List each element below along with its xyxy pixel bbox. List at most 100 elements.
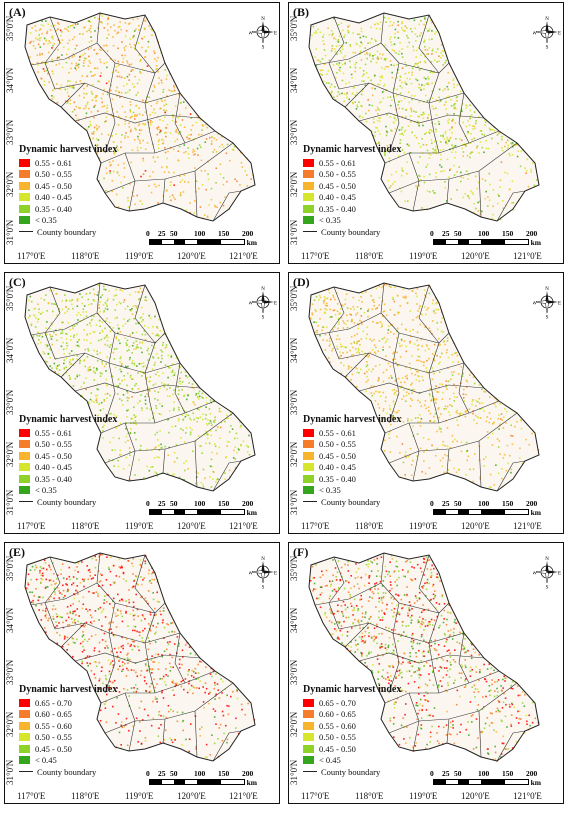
legend-label: 0.45 - 0.50 bbox=[35, 450, 72, 461]
legend-item: 0.50 - 0.55 bbox=[303, 439, 401, 451]
legend-label: 0.45 - 0.50 bbox=[35, 743, 72, 754]
legend-label: 0.55 - 0.61 bbox=[319, 427, 356, 438]
province-map bbox=[24, 12, 256, 222]
legend-swatch bbox=[303, 158, 314, 167]
north-arrow-icon: N S W E bbox=[249, 287, 277, 319]
longitude-label: 121°0'E bbox=[513, 791, 542, 801]
scale-label: 200 bbox=[526, 229, 538, 238]
svg-text:W: W bbox=[249, 32, 253, 37]
legend-item: 0.50 - 0.55 bbox=[303, 169, 401, 181]
legend-item: 0.35 - 0.40 bbox=[19, 473, 117, 485]
legend-swatch bbox=[19, 721, 30, 730]
scale-bar: 0 25 50 100 150 200 km bbox=[430, 769, 541, 787]
legend-label: 0.50 - 0.55 bbox=[319, 732, 356, 743]
map-panel-a: (A) 35°0'N 34°0'N 33°0'N 32°0'N 31°0'N 117°0'E… bbox=[4, 2, 280, 264]
legend-label: 0.50 - 0.55 bbox=[35, 169, 72, 180]
legend: Dynamic harvest index 0.55 - 0.61 0.50 - 0… bbox=[19, 414, 117, 508]
panel-label: (E) bbox=[9, 545, 25, 559]
latitude-label: 32°0'N bbox=[5, 171, 15, 197]
legend-label: < 0.35 bbox=[319, 485, 341, 496]
legend-swatch bbox=[19, 698, 30, 707]
legend-swatch bbox=[303, 733, 314, 742]
scale-label: 0 bbox=[430, 499, 434, 508]
scale-label: 200 bbox=[242, 499, 254, 508]
svg-text:E: E bbox=[274, 32, 277, 37]
legend-item: 0.65 - 0.70 bbox=[19, 697, 117, 709]
longitude-label: 117°0'E bbox=[17, 521, 46, 531]
latitude-label: 34°0'N bbox=[289, 607, 299, 633]
longitude-label: 117°0'E bbox=[17, 791, 46, 801]
legend-item: 0.60 - 0.65 bbox=[303, 709, 401, 721]
svg-text:W: W bbox=[249, 302, 253, 307]
latitude-label: 31°0'N bbox=[289, 759, 299, 785]
raster-pixels bbox=[25, 553, 256, 759]
scale-label: 50 bbox=[454, 769, 462, 778]
longitude-label: 121°0'E bbox=[229, 791, 258, 801]
legend-swatch bbox=[19, 463, 30, 472]
legend-label: 0.35 - 0.40 bbox=[319, 203, 356, 214]
legend: Dynamic harvest index 0.65 - 0.70 0.60 - 0… bbox=[303, 684, 401, 778]
legend-label: 0.50 - 0.55 bbox=[319, 439, 356, 450]
legend-swatch bbox=[303, 170, 314, 179]
legend-label: 0.45 - 0.50 bbox=[35, 180, 72, 191]
legend-item: 0.45 - 0.50 bbox=[303, 450, 401, 462]
svg-text:N: N bbox=[545, 287, 549, 292]
latitude-label: 33°0'N bbox=[289, 389, 299, 415]
latitude-label: 34°0'N bbox=[5, 337, 15, 363]
scale-label: 25 bbox=[158, 769, 166, 778]
legend-label: 0.60 - 0.65 bbox=[319, 709, 356, 720]
svg-text:N: N bbox=[261, 557, 265, 562]
scale-label: 200 bbox=[242, 769, 254, 778]
scale-bar: 0 25 50 100 150 200 km bbox=[146, 499, 257, 517]
legend-swatch bbox=[19, 744, 30, 753]
legend-item: < 0.35 bbox=[19, 485, 117, 497]
latitude-label: 32°0'N bbox=[289, 441, 299, 467]
legend-swatch bbox=[19, 181, 30, 190]
legend-item: 0.55 - 0.61 bbox=[19, 157, 117, 169]
legend-label: < 0.35 bbox=[319, 215, 341, 226]
legend-label: 0.35 - 0.40 bbox=[35, 473, 72, 484]
legend-label: 0.40 - 0.45 bbox=[35, 462, 72, 473]
legend-label: 0.35 - 0.40 bbox=[35, 203, 72, 214]
panel-label: (D) bbox=[293, 275, 310, 289]
legend-label: County boundary bbox=[321, 496, 381, 507]
svg-text:N: N bbox=[545, 17, 549, 22]
legend-item-boundary: County boundary bbox=[19, 766, 117, 778]
legend-title: Dynamic harvest index bbox=[19, 684, 118, 695]
svg-text:S: S bbox=[262, 46, 265, 50]
longitude-label: 120°0'E bbox=[461, 791, 490, 801]
latitude-label: 34°0'N bbox=[5, 67, 15, 93]
legend-swatch bbox=[19, 733, 30, 742]
legend-item: 0.35 - 0.40 bbox=[19, 203, 117, 215]
legend-label: County boundary bbox=[37, 496, 97, 507]
legend-swatch bbox=[19, 158, 30, 167]
legend-swatch bbox=[303, 463, 314, 472]
legend-swatch bbox=[19, 451, 30, 460]
map-panel-f: (F) 35°0'N 34°0'N 33°0'N 32°0'N 31°0'N 117°0'E… bbox=[288, 542, 564, 804]
latitude-label: 31°0'N bbox=[5, 759, 15, 785]
legend-label: 0.50 - 0.55 bbox=[35, 732, 72, 743]
longitude-label: 117°0'E bbox=[301, 791, 330, 801]
scale-label: 50 bbox=[454, 499, 462, 508]
legend-swatch bbox=[303, 486, 314, 495]
legend-label: 0.50 - 0.55 bbox=[35, 439, 72, 450]
legend-item: 0.45 - 0.50 bbox=[19, 743, 117, 755]
legend-swatch bbox=[19, 440, 30, 449]
scale-label: 0 bbox=[430, 229, 434, 238]
legend-label: < 0.45 bbox=[35, 755, 57, 766]
scale-bar: 0 25 50 100 150 200 km bbox=[430, 229, 541, 247]
province-boundary bbox=[24, 12, 256, 222]
map-panel-b: (B) 35°0'N 34°0'N 33°0'N 32°0'N 31°0'N 117°0'E… bbox=[288, 2, 564, 264]
longitude-label: 118°0'E bbox=[71, 521, 100, 531]
longitude-label: 120°0'E bbox=[177, 791, 206, 801]
latitude-label: 31°0'N bbox=[5, 219, 15, 245]
latitude-label: 35°0'N bbox=[5, 15, 15, 41]
north-arrow-icon: N S W E bbox=[249, 557, 277, 589]
legend: Dynamic harvest index 0.55 - 0.61 0.50 - 0… bbox=[19, 144, 117, 238]
scale-label: 50 bbox=[454, 229, 462, 238]
longitude-label: 121°0'E bbox=[229, 521, 258, 531]
legend-item-boundary: County boundary bbox=[303, 226, 401, 238]
scale-label: 25 bbox=[442, 769, 450, 778]
scale-label: 50 bbox=[170, 769, 178, 778]
legend-item: 0.50 - 0.55 bbox=[303, 732, 401, 744]
